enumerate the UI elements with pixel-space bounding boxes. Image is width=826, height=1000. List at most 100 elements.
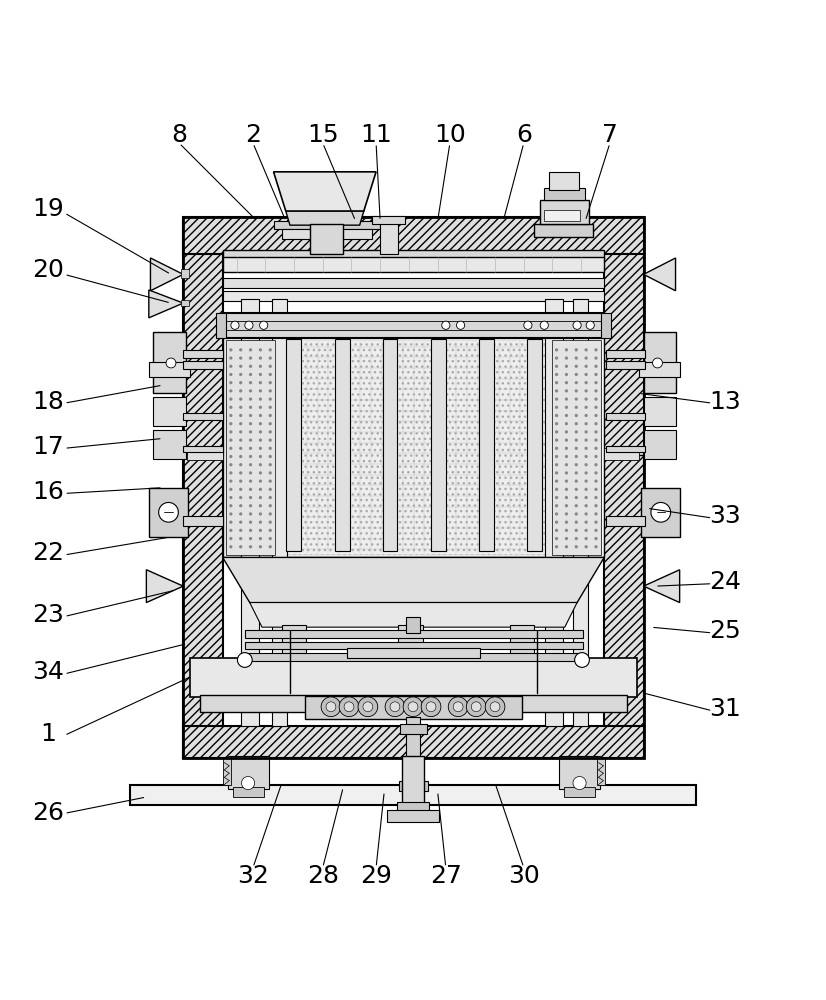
Bar: [286, 339, 301, 551]
Polygon shape: [643, 258, 676, 291]
Bar: [510, 625, 534, 656]
Circle shape: [249, 471, 252, 475]
Circle shape: [230, 422, 232, 425]
Circle shape: [239, 512, 242, 516]
Circle shape: [268, 348, 272, 351]
Circle shape: [268, 381, 272, 384]
Circle shape: [239, 471, 242, 475]
Circle shape: [239, 504, 242, 507]
Circle shape: [565, 545, 568, 548]
Circle shape: [230, 479, 232, 483]
Circle shape: [565, 356, 568, 360]
Circle shape: [565, 397, 568, 401]
Circle shape: [259, 356, 262, 360]
Bar: [273, 221, 380, 229]
Circle shape: [239, 422, 242, 425]
Circle shape: [585, 471, 588, 475]
Circle shape: [575, 545, 578, 548]
Circle shape: [585, 389, 588, 393]
Circle shape: [555, 521, 558, 524]
Circle shape: [268, 479, 272, 483]
Bar: [397, 802, 429, 812]
Bar: [130, 785, 696, 805]
Text: 16: 16: [32, 480, 64, 504]
Circle shape: [585, 463, 588, 466]
Circle shape: [585, 414, 588, 417]
Circle shape: [326, 702, 336, 712]
Circle shape: [555, 422, 558, 425]
Bar: [244, 653, 583, 661]
Circle shape: [595, 373, 597, 376]
Bar: [605, 516, 645, 526]
Circle shape: [230, 496, 232, 499]
Circle shape: [555, 479, 558, 483]
Bar: [181, 300, 189, 306]
Circle shape: [239, 356, 242, 360]
Bar: [552, 340, 601, 555]
Circle shape: [268, 496, 272, 499]
Circle shape: [249, 521, 252, 524]
Text: 18: 18: [32, 390, 64, 414]
Circle shape: [575, 463, 578, 466]
Text: 33: 33: [709, 504, 741, 528]
Bar: [282, 625, 306, 656]
Circle shape: [259, 365, 262, 368]
Bar: [223, 291, 604, 301]
Circle shape: [595, 356, 597, 360]
Bar: [407, 756, 420, 783]
Bar: [564, 787, 596, 797]
Circle shape: [249, 438, 252, 442]
Circle shape: [230, 521, 232, 524]
Circle shape: [555, 488, 558, 491]
Bar: [573, 299, 588, 726]
Circle shape: [259, 373, 262, 376]
Circle shape: [585, 430, 588, 434]
Circle shape: [268, 529, 272, 532]
Bar: [226, 340, 275, 555]
Circle shape: [230, 356, 232, 360]
Circle shape: [575, 430, 578, 434]
Circle shape: [259, 430, 262, 434]
Bar: [605, 361, 645, 369]
Bar: [387, 810, 439, 822]
Circle shape: [595, 365, 597, 368]
Circle shape: [259, 397, 262, 401]
Circle shape: [249, 455, 252, 458]
Text: 10: 10: [434, 123, 466, 147]
Circle shape: [237, 653, 252, 667]
Circle shape: [555, 430, 558, 434]
Text: 19: 19: [32, 197, 64, 221]
Bar: [223, 278, 604, 288]
Circle shape: [595, 529, 597, 532]
Bar: [335, 339, 350, 551]
Circle shape: [565, 496, 568, 499]
Circle shape: [575, 356, 578, 360]
Circle shape: [565, 537, 568, 540]
Circle shape: [585, 397, 588, 401]
Circle shape: [259, 321, 268, 329]
Circle shape: [230, 438, 232, 442]
Text: 20: 20: [32, 258, 64, 282]
Circle shape: [595, 447, 597, 450]
Circle shape: [555, 438, 558, 442]
Circle shape: [575, 479, 578, 483]
Bar: [282, 229, 372, 239]
Circle shape: [565, 471, 568, 475]
Circle shape: [249, 422, 252, 425]
Bar: [549, 172, 579, 190]
Circle shape: [585, 529, 588, 532]
Bar: [382, 339, 397, 551]
Circle shape: [239, 389, 242, 393]
Circle shape: [585, 422, 588, 425]
Circle shape: [268, 389, 272, 393]
Circle shape: [259, 463, 262, 466]
Bar: [534, 224, 594, 237]
Circle shape: [575, 537, 578, 540]
Circle shape: [321, 697, 341, 717]
Circle shape: [555, 389, 558, 393]
Circle shape: [268, 463, 272, 466]
Circle shape: [239, 406, 242, 409]
Circle shape: [239, 414, 242, 417]
Circle shape: [259, 389, 262, 393]
Polygon shape: [643, 570, 680, 603]
